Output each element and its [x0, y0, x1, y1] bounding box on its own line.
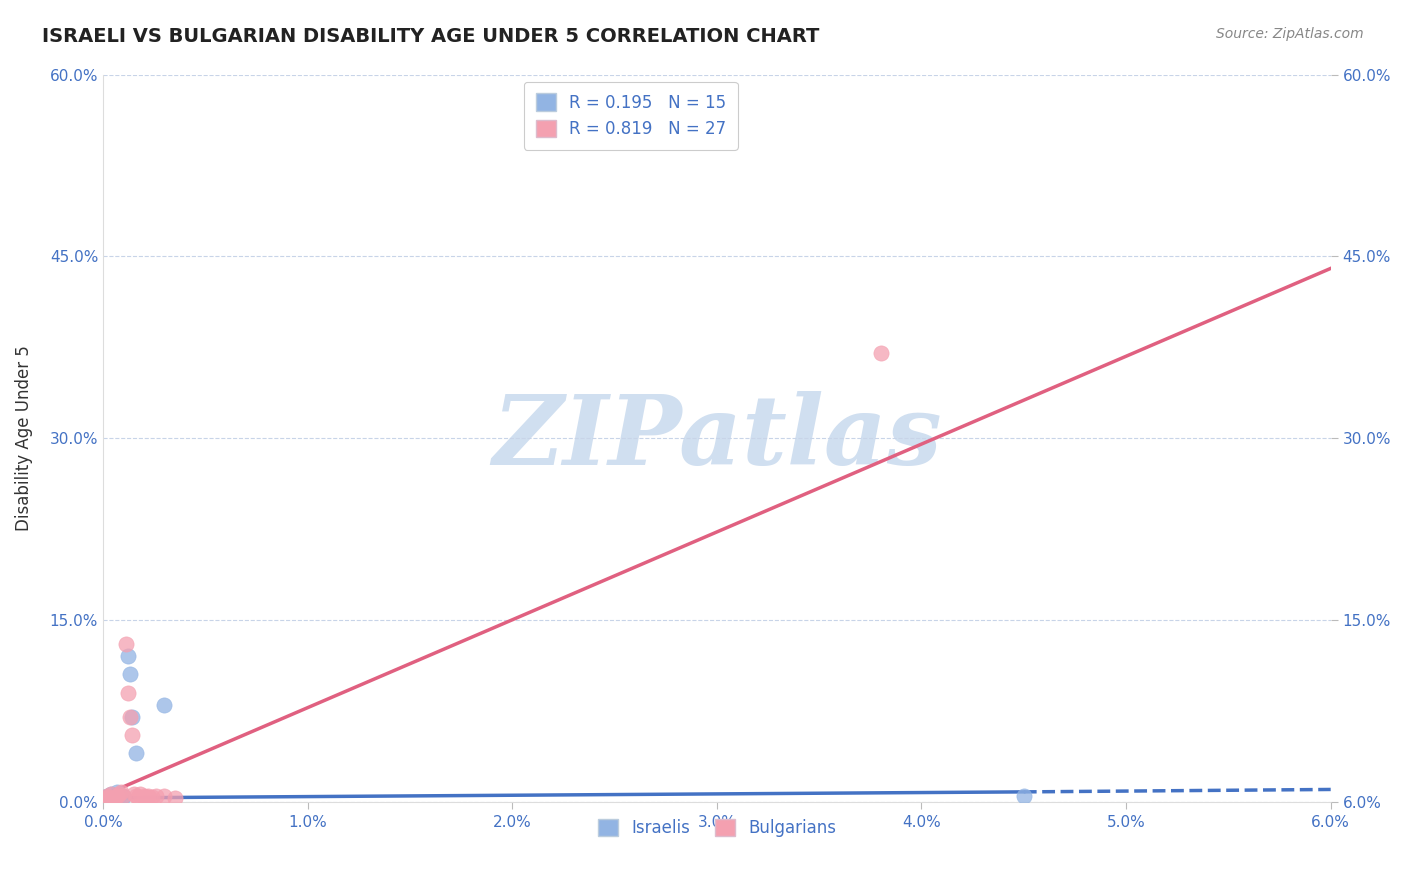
Point: [112, 789, 135, 804]
Legend: Israelis, Bulgarians: Israelis, Bulgarians: [591, 813, 842, 844]
Point: [105, 789, 128, 803]
Point: [98, 789, 121, 804]
Point: [112, 789, 135, 803]
Point: [110, 785, 132, 799]
Text: ZIPatlas: ZIPatlas: [492, 391, 942, 485]
Point: [103, 789, 125, 804]
Point: [135, 789, 157, 804]
Point: [105, 785, 128, 799]
Point: [114, 637, 136, 651]
Point: [1012, 789, 1035, 803]
Point: [100, 787, 122, 801]
Point: [100, 787, 122, 801]
Point: [139, 791, 162, 805]
Text: Source: ZipAtlas.com: Source: ZipAtlas.com: [1216, 27, 1364, 41]
Point: [112, 789, 135, 803]
Point: [122, 787, 145, 801]
Point: [125, 789, 148, 803]
Point: [117, 649, 139, 664]
Point: [94, 791, 117, 805]
Point: [117, 685, 139, 699]
Point: [132, 789, 155, 803]
Y-axis label: Disability Age Under 5: Disability Age Under 5: [15, 345, 32, 531]
Point: [163, 791, 186, 805]
Point: [141, 789, 163, 804]
Point: [96, 789, 118, 803]
Point: [104, 789, 127, 804]
Point: [145, 789, 167, 803]
Point: [96, 789, 118, 803]
Point: [869, 346, 891, 360]
Point: [108, 787, 131, 801]
Point: [153, 789, 176, 803]
Point: [103, 791, 125, 805]
Point: [121, 728, 143, 742]
Point: [127, 789, 149, 804]
Point: [153, 698, 176, 712]
Point: [121, 710, 143, 724]
Point: [118, 710, 141, 724]
Text: ISRAELI VS BULGARIAN DISABILITY AGE UNDER 5 CORRELATION CHART: ISRAELI VS BULGARIAN DISABILITY AGE UNDE…: [42, 27, 820, 45]
Point: [104, 791, 127, 805]
Point: [136, 789, 159, 803]
Point: [98, 791, 121, 805]
Point: [118, 667, 141, 681]
Point: [128, 787, 150, 801]
Point: [125, 746, 148, 760]
Point: [108, 789, 131, 803]
